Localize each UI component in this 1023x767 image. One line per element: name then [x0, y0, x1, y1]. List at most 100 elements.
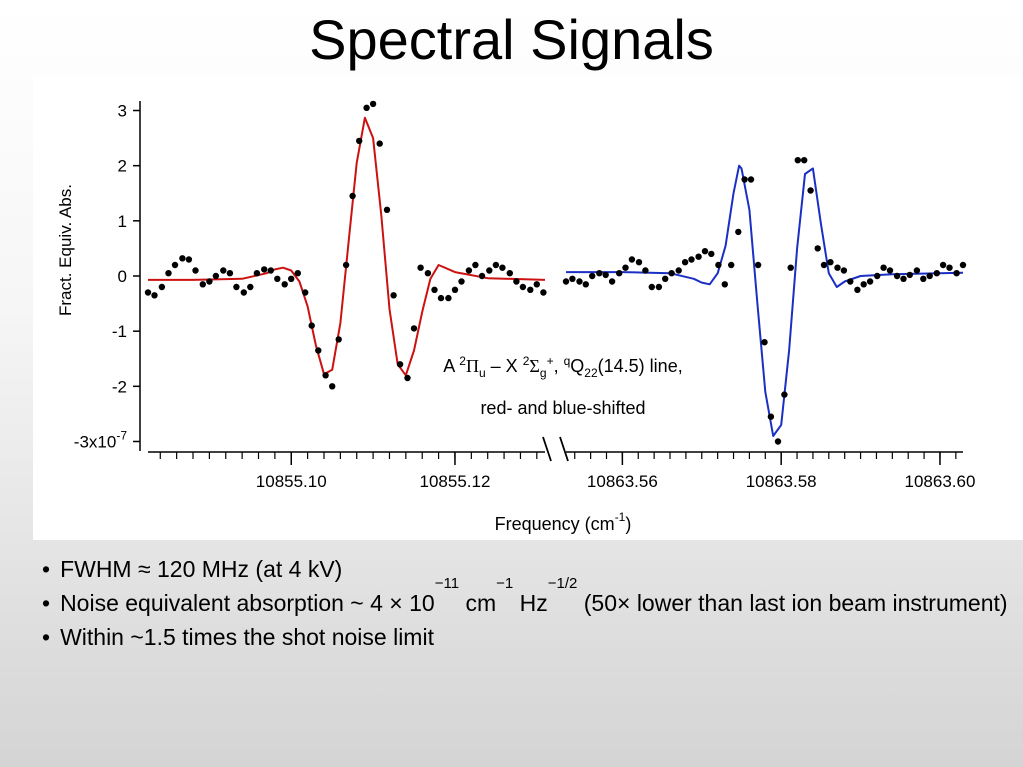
data-point — [363, 104, 370, 111]
data-point — [492, 261, 500, 269]
x-tick-label: 10863.58 — [746, 472, 817, 491]
bullet-text: (50× lower than last ion beam instrument… — [577, 590, 1008, 616]
data-point — [939, 261, 947, 269]
data-point — [212, 272, 220, 280]
data-point — [445, 294, 452, 302]
data-point — [540, 289, 547, 296]
fit-curve — [566, 164, 964, 437]
spectrum-chart: 3 2 1 0 -1 -2 -3x10-7 10855.10 10855.12 10863.56… — [33, 75, 1023, 540]
y-tick-label: -3x10-7 — [74, 428, 128, 451]
data-point — [506, 270, 513, 277]
data-point — [767, 413, 775, 420]
data-point — [562, 278, 570, 285]
data-point — [880, 264, 887, 271]
data-point — [576, 278, 583, 285]
data-point — [499, 264, 506, 271]
bullet-item: • Within ~1.5 times the shot noise limit — [42, 620, 1017, 654]
data-point — [431, 286, 438, 293]
data-point — [582, 281, 589, 288]
data-point — [854, 286, 861, 293]
data-point — [179, 255, 186, 262]
bullet-marker: • — [42, 590, 51, 616]
data-point — [274, 275, 281, 282]
data-point — [787, 264, 794, 271]
bullet-text: Within ~1.5 times the shot noise limit — [60, 624, 434, 650]
data-point — [648, 283, 655, 291]
data-point — [708, 250, 715, 258]
data-point — [451, 286, 459, 293]
data-point — [774, 438, 782, 445]
data-point — [533, 281, 540, 288]
bullet-item: • Noise equivalent absorption ~ 4 × 10−11… — [42, 576, 1017, 620]
data-point — [628, 256, 636, 263]
data-point — [356, 137, 363, 145]
data-point — [472, 261, 479, 269]
x-tick-label: 10855.12 — [420, 472, 491, 491]
data-point — [349, 192, 356, 200]
data-point — [616, 270, 623, 277]
data-point — [820, 261, 828, 269]
bullet-text: FWHM ≈ 120 MHz (at 4 kV) — [60, 556, 343, 582]
x-tick-label: 10855.10 — [256, 472, 327, 491]
y-tick-label: -1 — [112, 322, 127, 341]
y-tick-label: -2 — [112, 377, 127, 396]
data-point — [920, 275, 927, 282]
data-point — [253, 270, 261, 277]
data-point — [376, 140, 383, 147]
data-point — [247, 283, 254, 291]
data-point — [827, 259, 834, 266]
data-point — [158, 283, 166, 291]
data-point — [886, 267, 894, 274]
data-point — [151, 292, 158, 299]
data-point — [721, 281, 728, 288]
data-point — [840, 267, 848, 274]
data-point — [302, 289, 309, 296]
data-point — [847, 278, 854, 285]
bullet-exponent: −1 — [496, 575, 514, 592]
data-point — [322, 372, 329, 379]
chart-annotation-line1: A 2Πu – X 2Σg+, qQ22(14.5) line, — [443, 354, 682, 380]
data-point — [747, 176, 755, 183]
data-point — [342, 261, 350, 269]
data-point — [288, 275, 295, 282]
data-point — [953, 270, 960, 277]
bullet-list: • FWHM ≈ 120 MHz (at 4 kV) • Noise equivale… — [42, 552, 1017, 654]
bullet-exponent: −1/2 — [547, 575, 578, 592]
data-point — [144, 289, 152, 296]
y-tick-label: 2 — [118, 157, 127, 176]
data-point — [206, 278, 213, 285]
y-axis: 3 2 1 0 -1 -2 -3x10-7 — [74, 101, 141, 451]
data-point — [814, 245, 821, 252]
data-point — [688, 256, 695, 263]
bullet-item: • FWHM ≈ 120 MHz (at 4 kV) — [42, 552, 1017, 586]
data-point — [807, 187, 814, 194]
data-point — [315, 347, 322, 354]
data-point — [701, 248, 709, 255]
data-point — [860, 281, 867, 288]
x-tick-label: 10863.56 — [587, 472, 658, 491]
data-point — [569, 275, 576, 282]
data-point — [486, 267, 493, 274]
data-point — [424, 270, 432, 277]
data-point — [519, 283, 527, 291]
data-point — [635, 259, 643, 266]
data-point — [417, 264, 424, 271]
data-point — [192, 267, 199, 274]
data-point — [735, 228, 742, 236]
data-point — [900, 275, 907, 282]
data-point — [893, 272, 901, 280]
bullet-text: Hz — [513, 590, 548, 616]
data-point — [655, 283, 663, 291]
data-point — [602, 271, 609, 279]
data-point — [622, 264, 629, 271]
data-point — [801, 157, 808, 164]
bullet-text: Noise equivalent absorption ~ 4 × 10 — [60, 590, 435, 616]
data-point — [642, 267, 649, 274]
data-point — [527, 286, 534, 293]
data-point — [946, 264, 953, 271]
data-point — [662, 275, 669, 282]
data-point — [761, 339, 768, 346]
data-point — [675, 267, 682, 274]
data-point — [335, 336, 342, 343]
data-point — [933, 270, 940, 277]
